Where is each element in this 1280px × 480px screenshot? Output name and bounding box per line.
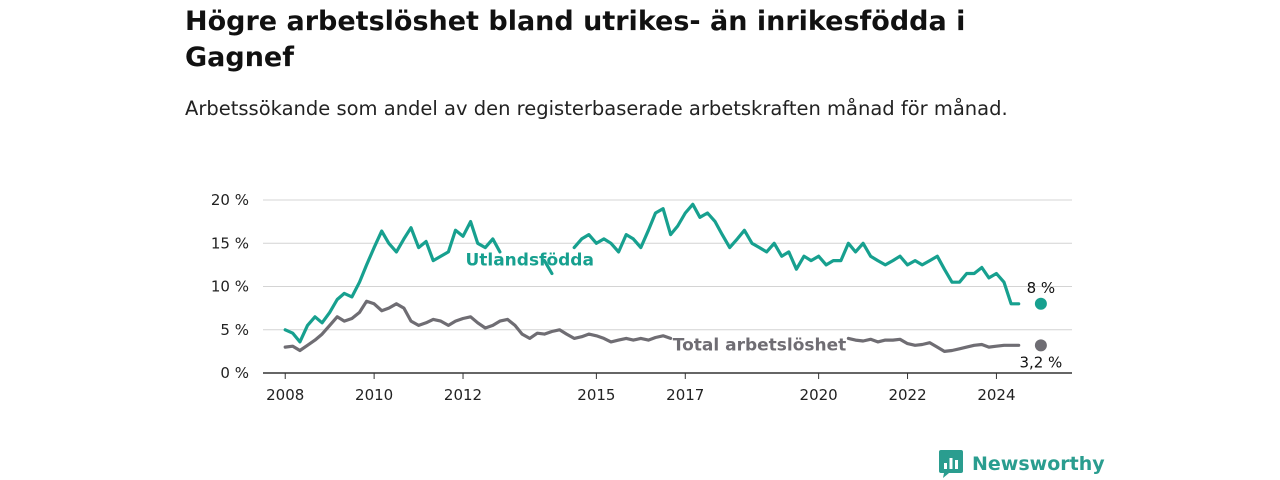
newsworthy-logo-icon [939, 450, 963, 478]
y-tick-label: 20 % [211, 191, 249, 209]
utlandsfodda-end-label: 8 % [1027, 279, 1056, 297]
x-tick-label: 2017 [666, 386, 704, 404]
x-tick-label: 2024 [977, 386, 1015, 404]
utlandsfodda-end-point [1034, 297, 1047, 310]
x-tick-label: 2020 [800, 386, 838, 404]
utlandsfodda-line [542, 259, 554, 276]
x-tick-label: 2022 [888, 386, 926, 404]
chart-title: Högre arbetslöshet bland utrikes- än inr… [185, 6, 966, 73]
x-tick-label: 2012 [444, 386, 482, 404]
brand-name: Newsworthy [972, 453, 1105, 475]
newsworthy-brand: Newsworthy [938, 449, 1105, 479]
total-line [283, 299, 673, 353]
series-labels: 8 % 3,2 % Utlandsfödda Total arbetslöshet [465, 251, 1062, 372]
y-tick-label: 10 % [211, 278, 249, 296]
gridlines [263, 199, 1072, 374]
utlandsfodda-series-label: Utlandsfödda [465, 251, 594, 271]
utlandsfodda-line [283, 220, 502, 344]
total-end-point [1034, 339, 1047, 352]
series-lines [283, 202, 1047, 353]
y-axis-ticks: 0 % 5 % 10 % 15 % 20 % [211, 191, 249, 382]
y-tick-label: 5 % [220, 321, 249, 339]
x-tick-label: 2008 [266, 386, 304, 404]
y-tick-label: 15 % [211, 234, 249, 252]
total-line [846, 336, 1021, 353]
chart-subtitle: Arbetssökande som andel av den registerb… [185, 97, 1008, 120]
y-tick-label: 0 % [220, 364, 249, 382]
x-tick-label: 2015 [577, 386, 615, 404]
utlandsfodda-line [572, 202, 1021, 306]
total-end-label: 3,2 % [1019, 353, 1062, 371]
x-tick-label: 2010 [355, 386, 393, 404]
x-axis-ticks: 2008 2010 2012 2015 2017 2020 2022 2024 [266, 373, 1016, 404]
total-series-label: Total arbetslöshet [673, 336, 847, 356]
